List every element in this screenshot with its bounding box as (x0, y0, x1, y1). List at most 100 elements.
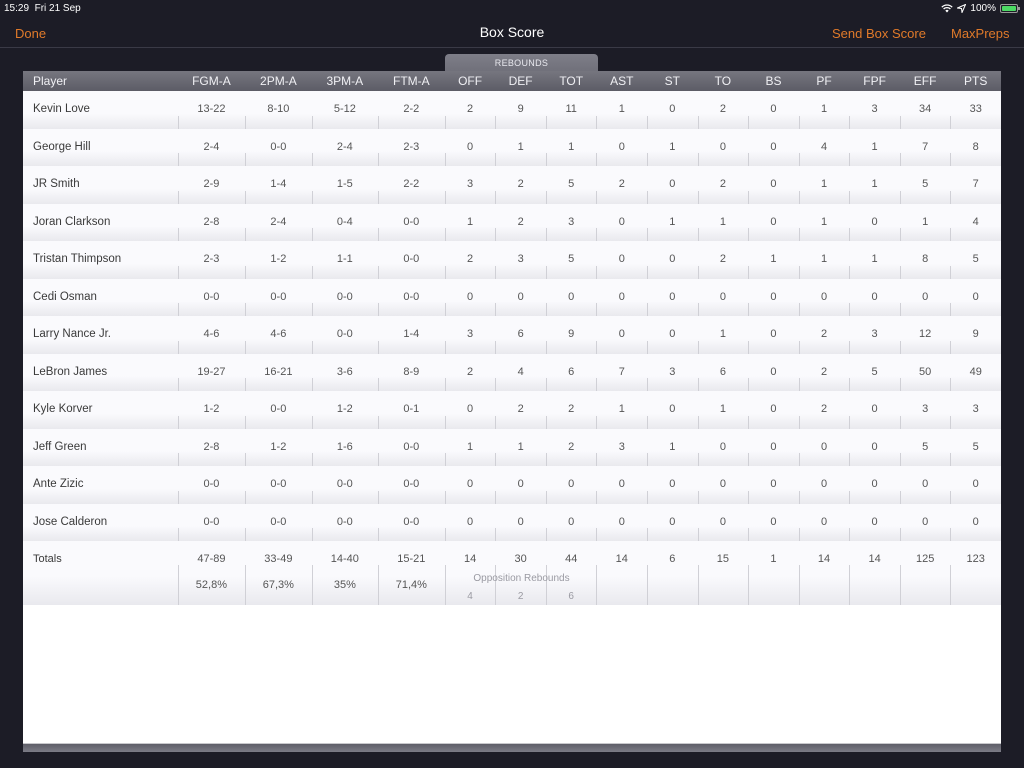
column-header-to: TO (714, 74, 732, 88)
stat-cell: 5 (849, 354, 900, 392)
stat-cell: 1 (748, 241, 799, 279)
stat-cell: 0 (444, 391, 496, 429)
stat-cell: 1 (596, 91, 647, 129)
stat-cell: 1-2 (244, 241, 312, 279)
stat-cell: 1-2 (244, 429, 312, 467)
stat-cell: 1 (849, 241, 900, 279)
table-row[interactable]: JR Smith 2-9 1-4 1-5 2-2 3 2 5 2 0 2 0 1 1 5 7 (23, 166, 1001, 204)
opposition-rebound-value: 2 (517, 591, 524, 602)
stat-cell: 3 (849, 316, 900, 354)
stat-cell: 12 (899, 316, 951, 354)
stat-cell: 1 (798, 166, 850, 204)
stat-cell: 2 (444, 354, 496, 392)
stat-cell: 1-1 (311, 241, 378, 279)
stat-cell: 2-4 (177, 129, 245, 167)
table-row[interactable]: LeBron James 19-27 16-21 3-6 8-9 2 4 6 7 3 6 0 2 5 50 4… (23, 353, 1001, 392)
stat-cell: 0-0 (377, 204, 445, 242)
stat-cell: 0-0 (311, 466, 378, 504)
totals-value: 1 (770, 553, 777, 565)
table-body[interactable]: Kevin Love 13-22 8-10 5-12 2-2 2 9 11 1 0 2 0 1 3 34 33… (23, 91, 1001, 605)
stat-cell: 1 (545, 129, 597, 167)
stat-cell: 0 (647, 504, 698, 542)
stat-cell: 0 (899, 279, 951, 317)
totals-value: 44 (565, 553, 578, 565)
stat-cell: 0 (950, 279, 1001, 317)
totals-label-text: Totals (33, 553, 62, 565)
stat-cell: 0 (798, 466, 850, 504)
stat-cell: 0-4 (311, 204, 378, 242)
stat-cell: 0 (697, 466, 749, 504)
player-name: Ante Zizic (33, 478, 84, 490)
stat-cell: 0 (444, 504, 496, 542)
column-header-ftm-a: FTM-A (392, 74, 430, 88)
stat-cell: 0 (849, 204, 900, 242)
table-row[interactable]: Tristan Thimpson 2-3 1-2 1-1 0-0 2 3 5 0 0 2 1 1 1 8 5 (23, 241, 1001, 279)
totals-value: 14 (868, 553, 881, 565)
stat-cell: 0 (798, 504, 850, 542)
totals-cell: 1 (748, 541, 799, 605)
stat-cell: 6 (545, 354, 597, 392)
player-name: Jeff Green (33, 440, 87, 453)
stat-cell: 6 (495, 316, 546, 354)
stat-cell: 2-4 (311, 129, 378, 167)
table-row[interactable]: Ante Zizic 0-0 0-0 0-0 0-0 0 0 0 0 0 0 0 0 0 0 0 (23, 466, 1001, 504)
stat-cell: 8-9 (377, 354, 445, 392)
stat-cell: 2 (495, 166, 546, 204)
totals-value: 14 (615, 553, 628, 565)
maxpreps-button[interactable]: MaxPreps (951, 26, 1010, 41)
stat-cell: 19-27 (177, 354, 245, 392)
stat-cell: 1-2 (311, 391, 378, 429)
stat-cell: 3 (596, 429, 647, 467)
totals-value: 14-40 (330, 553, 359, 565)
stat-cell: 1-2 (177, 391, 245, 429)
player-name: Kyle Korver (33, 403, 93, 415)
done-button[interactable]: Done (15, 26, 47, 41)
send-box-score-button[interactable]: Send Box Score (832, 26, 926, 41)
table-row[interactable]: Joran Clarkson 2-8 2-4 0-4 0-0 1 2 3 0 1 1 0 1 0 1 4 (23, 203, 1001, 242)
column-header-off: OFF (458, 74, 483, 88)
stat-cell: 0-0 (244, 391, 312, 429)
table-row[interactable]: Jeff Green 2-8 1-2 1-6 0-0 1 1 2 3 1 0 0 0 0 5 5 (23, 428, 1001, 467)
table-header: Player FGM-A 2PM-A 3PM-A FTM-A OFF DEF TOT AST ST… (23, 71, 1001, 91)
stat-cell: 0 (748, 466, 799, 504)
stat-cell: 1 (647, 429, 698, 467)
totals-cell: 15-21 71,4% (377, 541, 445, 605)
totals-value: 14 (463, 553, 477, 565)
stat-cell: 0 (899, 466, 951, 504)
player-name: LeBron James (33, 365, 108, 378)
table-row[interactable]: George Hill 2-4 0-0 2-4 2-3 0 1 1 0 1 0 0 4 1 7 8 (23, 128, 1001, 167)
stat-cell: 1-5 (311, 166, 378, 204)
stat-cell: 5 (950, 241, 1001, 279)
stat-cell: 9 (545, 316, 597, 354)
table-row[interactable]: Kyle Korver 1-2 0-0 1-2 0-1 0 2 2 1 0 1 0 2 0 3 3 (23, 391, 1001, 429)
column-header-fpf: FPF (863, 74, 886, 88)
stat-cell: 49 (950, 354, 1001, 392)
table-row[interactable]: Jose Calderon 0-0 0-0 0-0 0-0 0 0 0 0 0 0 0 0 0 0 0 (23, 503, 1001, 542)
stat-cell: 0 (849, 504, 900, 542)
stat-cell: 1-4 (244, 166, 312, 204)
stat-cell: 0 (545, 466, 597, 504)
stat-cell: 2 (697, 91, 749, 129)
stat-cell: 1 (798, 204, 850, 242)
table-row[interactable]: Larry Nance Jr. 4-6 4-6 0-0 1-4 3 6 9 0 0 1 0 2 3 12 9 (23, 316, 1001, 354)
status-right: 100% (941, 3, 1020, 14)
column-header-pts: PTS (964, 74, 988, 88)
stat-cell: 3 (444, 166, 496, 204)
totals-cell: 30 2 (495, 541, 546, 605)
stat-cell: 0 (798, 429, 850, 467)
box-score-table[interactable]: Player FGM-A 2PM-A 3PM-A FTM-A OFF DEF TOT AST ST… (23, 71, 1001, 752)
table-row[interactable]: Cedi Osman 0-0 0-0 0-0 0-0 0 0 0 0 0 0 0 0 0 0 0 (23, 278, 1001, 317)
totals-value: 14 (817, 553, 831, 565)
battery-percent: 100% (970, 3, 996, 14)
table-row[interactable]: Kevin Love 13-22 8-10 5-12 2-2 2 9 11 1 0 2 0 1 3 34 33 (23, 91, 1001, 129)
player-name: JR Smith (33, 178, 80, 190)
stat-cell: 7 (950, 166, 1001, 204)
stat-cell: 0-0 (311, 279, 378, 317)
stat-cell: 0-0 (244, 279, 312, 317)
player-name: Jose Calderon (33, 515, 108, 528)
stat-cell: 0 (748, 166, 799, 204)
stat-cell: 33 (950, 91, 1001, 129)
stat-cell: 1 (596, 391, 647, 429)
totals-cell: 123 (950, 541, 1001, 605)
stat-cell: 0-0 (244, 466, 312, 504)
